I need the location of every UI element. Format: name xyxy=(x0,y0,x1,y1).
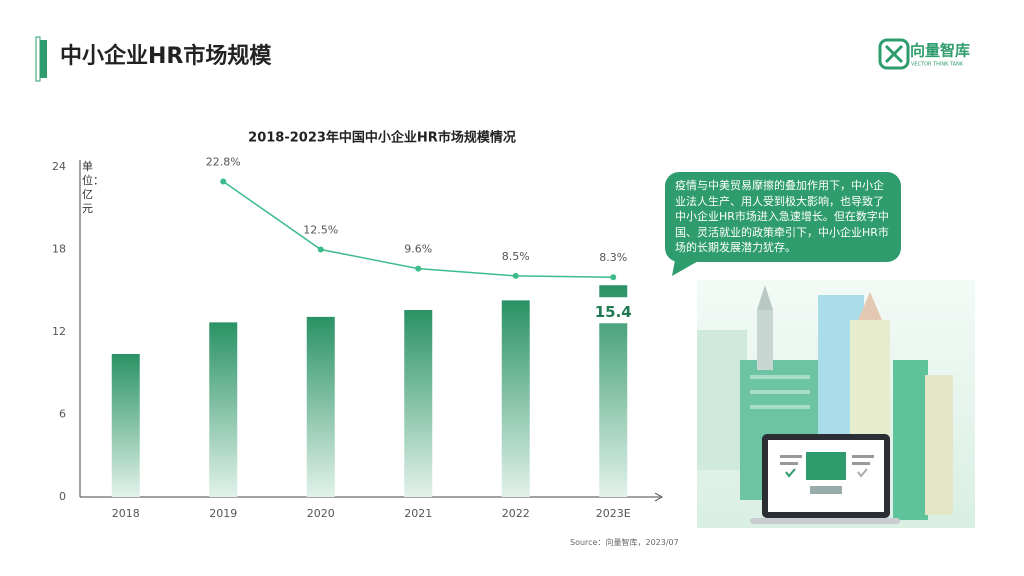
slide-title: 中小企业HR市场规模 xyxy=(60,43,272,69)
y-tick-label: 12 xyxy=(52,325,66,338)
title-bar-outline xyxy=(35,36,41,82)
x-tick-label: 2020 xyxy=(307,507,335,520)
x-tick-label: 2019 xyxy=(209,507,237,520)
line-value-label: 8.3% xyxy=(599,251,627,264)
bar xyxy=(404,310,433,497)
line-value-label: 9.6% xyxy=(404,243,432,256)
unit-label: 单位：亿元 xyxy=(82,160,104,215)
bar-value-label: 15.4 xyxy=(595,303,632,321)
x-tick-label: 2022 xyxy=(502,507,530,520)
line-value-label: 22.8% xyxy=(206,156,241,169)
label-band xyxy=(598,297,629,324)
x-tick-label: 2018 xyxy=(112,507,140,520)
x-axis-arrow xyxy=(654,492,664,502)
y-tick-label: 0 xyxy=(59,490,66,503)
line-point xyxy=(220,178,227,185)
line-value-label: 12.5% xyxy=(303,224,338,237)
line-point xyxy=(317,246,324,253)
bar xyxy=(111,354,140,497)
y-tick-label: 18 xyxy=(52,243,66,256)
line-point xyxy=(415,265,422,272)
line-point xyxy=(512,272,519,279)
logo-icon xyxy=(878,38,910,70)
line-point xyxy=(610,274,617,281)
logo-subtext: VECTOR THINK TANK xyxy=(911,62,964,68)
line-value-label: 8.5% xyxy=(502,250,530,263)
illustration xyxy=(697,280,975,528)
callout-tail xyxy=(672,260,700,276)
callout: 疫情与中美贸易摩擦的叠加作用下，中小企业法人生产、用人受到极大影响，也导致了中小… xyxy=(665,172,901,262)
bar xyxy=(209,322,238,497)
x-tick-label: 2021 xyxy=(404,507,432,520)
y-tick-label: 24 xyxy=(52,160,66,173)
line xyxy=(222,180,614,278)
title-bar xyxy=(40,40,47,78)
x-tick-label: 2023E xyxy=(596,507,631,520)
logo-text: 向量智库 xyxy=(910,42,970,60)
logo-x xyxy=(884,44,904,64)
bar xyxy=(306,316,335,497)
chart-title: 2018-2023年中国中小企业HR市场规模情况 xyxy=(248,130,516,146)
source: Source：向量智库，2023/07 xyxy=(570,538,679,547)
y-tick-label: 6 xyxy=(59,408,66,421)
bar xyxy=(501,300,530,497)
